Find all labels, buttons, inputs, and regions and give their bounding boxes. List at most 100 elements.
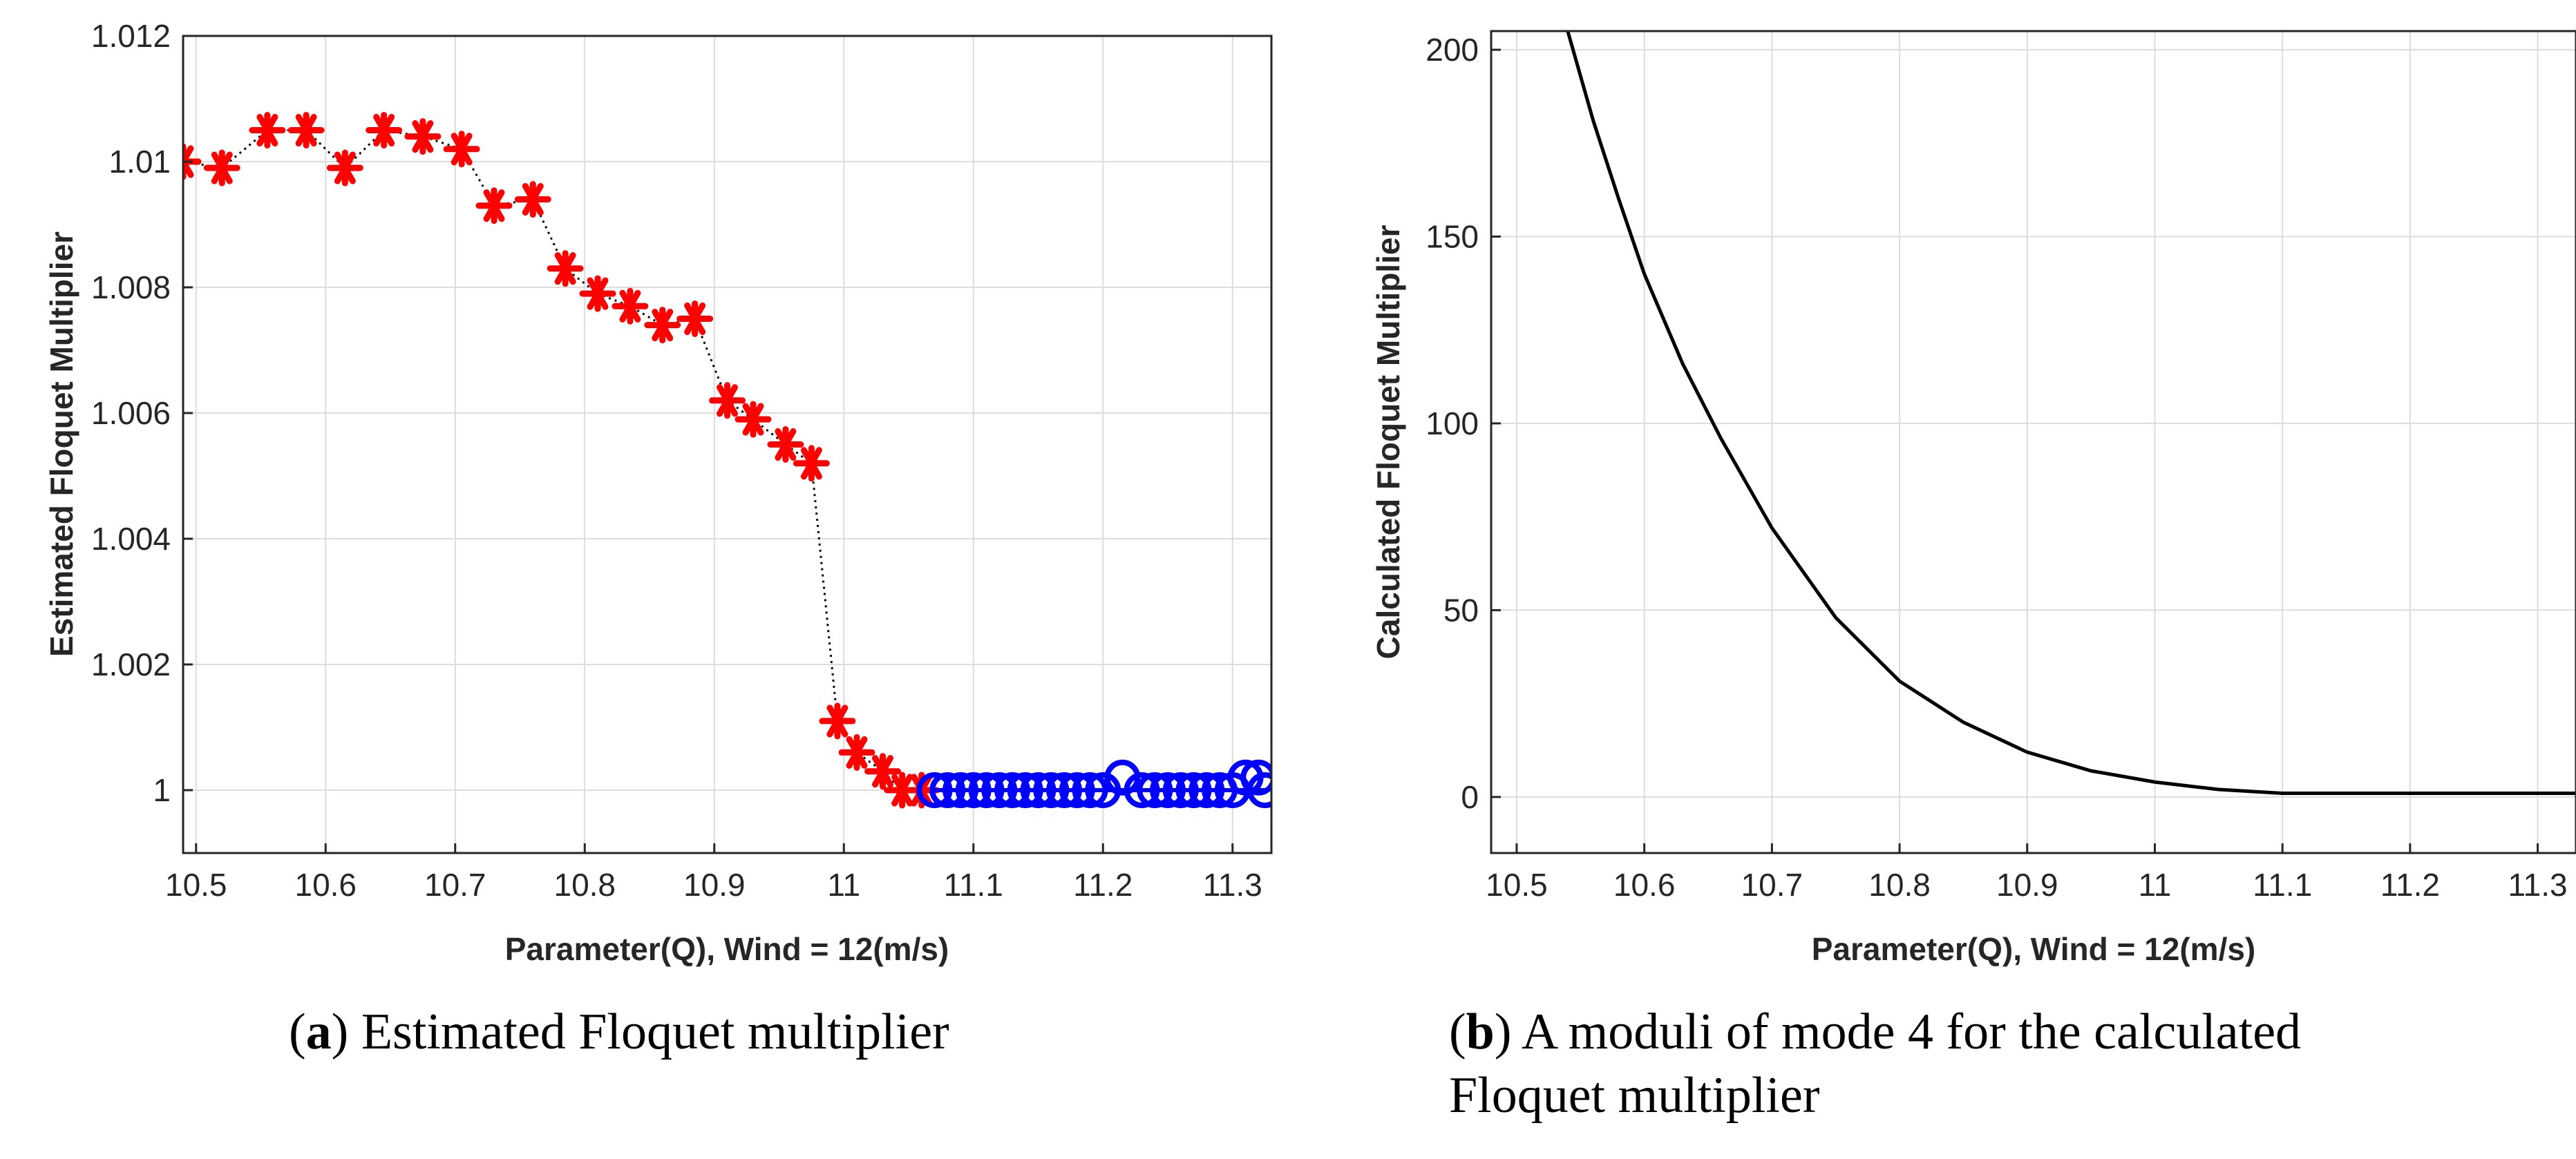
data-point-stable [1162, 772, 1199, 808]
data-point-estimated [864, 753, 901, 790]
plot-a-ytick-label: 1.002 [91, 646, 171, 682]
caption-b-text-line2: Floquet multiplier [1449, 1067, 1820, 1124]
plot-a-xtick-label: 11.1 [944, 867, 1003, 903]
plot-a-xtick-label: 10.6 [294, 867, 357, 903]
caption-b-text-line1: A moduli of mode 4 for the calculated [1521, 1004, 2302, 1060]
plot-a-xtick-label: 10.5 [165, 867, 227, 903]
data-point-stable [968, 772, 1005, 808]
plot-b-ytick-label: 50 [1443, 592, 1479, 628]
data-point-estimated [326, 149, 363, 186]
plot-b-grid [1491, 31, 2576, 853]
plot-a-ytick-label: 1.004 [91, 521, 171, 557]
plot-a-xtick-label: 11.2 [1073, 867, 1133, 903]
plot-b-xtick-label: 10.5 [1486, 867, 1548, 903]
plot-b-ylabel: Calculated Floquet Multiplier [1370, 225, 1406, 660]
data-point-estimated [443, 131, 480, 168]
caption-b: (b) A moduli of mode 4 for the calculate… [1449, 1000, 2301, 1127]
data-point-estimated [547, 250, 584, 287]
data-point-stable [1240, 759, 1271, 796]
plot-a-xtick-label: 10.9 [683, 867, 746, 903]
plot-b-frame [1490, 30, 2576, 854]
data-point-stable [1137, 772, 1173, 808]
data-point-estimated [676, 300, 714, 337]
data-point-estimated [884, 772, 921, 809]
plot-b-xtick-label: 10.8 [1868, 867, 1931, 903]
data-point-estimated [287, 112, 325, 149]
plot-b-area [1491, 31, 2576, 853]
data-point-estimated [767, 426, 804, 463]
data-point-estimated [793, 445, 830, 482]
data-point-estimated [475, 187, 513, 224]
data-point-estimated [514, 181, 551, 218]
plot-b-ytick-label: 150 [1426, 219, 1479, 255]
plot-a-ytick-label: 1.012 [91, 18, 171, 54]
plot-b-xtick-label: 11.1 [2253, 867, 2312, 903]
plot-a-ytick-label: 1 [153, 772, 171, 808]
series-line-mode-4-modulus [1566, 31, 2576, 795]
plot-a-ytick-label: 1.008 [91, 269, 171, 305]
data-point-stable [1007, 772, 1043, 808]
plot-a-ticks: 10.5 10.6 10.7 10.8 10.9 11 11.1 11.2 11.3 1 1.002… [91, 18, 1262, 903]
plot-b-xlabel: Parameter(Q), Wind = 12(m/s) [1812, 931, 2256, 967]
plot-a-xtick-label: 10.8 [553, 867, 616, 903]
caption-b-line1: (b) A moduli of mode 4 for the calculate… [1449, 1004, 2302, 1060]
data-point-estimated [579, 275, 616, 312]
data-point-estimated [366, 112, 403, 149]
plot-b-xtick-label: 10.6 [1613, 867, 1676, 903]
caption-b-letter: b [1466, 1004, 1495, 1060]
data-point-stable [1188, 772, 1225, 808]
data-point-estimated [709, 382, 746, 419]
plot-a-xlabel: Parameter(Q), Wind = 12(m/s) [505, 931, 949, 967]
plot-a-ytick-label: 1.01 [108, 144, 171, 180]
data-point-stable [981, 772, 1018, 808]
plot-b-xtick-label: 10.9 [1996, 867, 2058, 903]
plot-a-area [183, 36, 1271, 853]
asterisk-stroke [183, 145, 194, 168]
plot-a-ytick-label: 1.006 [91, 395, 171, 431]
data-point-estimated [644, 307, 681, 344]
data-point-stable [1072, 772, 1108, 808]
data-point-stable [1175, 772, 1212, 808]
plot-b-xtick-label: 11.3 [2508, 867, 2568, 903]
plot-b-series-group [1566, 31, 2576, 795]
data-point-estimated [203, 149, 240, 186]
plot-b-marks [1566, 31, 2576, 795]
plot-a-frame [182, 35, 1273, 854]
plot-a-ylabel: Estimated Floquet Multiplier [44, 231, 79, 657]
data-point-stable [929, 772, 966, 808]
data-point-estimated [183, 143, 202, 180]
caption-a-letter: a [305, 1004, 332, 1060]
data-point-stable [1046, 772, 1082, 808]
plot-b-ytick-label: 100 [1426, 405, 1479, 441]
data-point-stable [1020, 772, 1057, 808]
data-point-estimated [735, 401, 772, 438]
caption-a-text: Estimated Floquet multiplier [361, 1004, 949, 1060]
plot-a-xtick-label: 11 [827, 867, 860, 903]
asterisk-stroke [183, 155, 194, 178]
data-point-stable [1150, 772, 1186, 808]
data-point-stable [1059, 772, 1095, 808]
data-point-estimated [819, 702, 856, 740]
panel-b-chart: 10.5 10.6 10.7 10.8 10.9 11 11.1 11.2 11.3 0 50 100… [1370, 30, 2576, 967]
plot-a-xtick-label: 10.7 [424, 867, 486, 903]
panel-a-chart: 10.5 10.6 10.7 10.8 10.9 11 11.1 11.2 11.3 1 1.002… [44, 18, 1273, 967]
data-point-estimated [838, 734, 875, 771]
data-point-estimated [404, 118, 442, 155]
plot-b-xtick-label: 11 [2139, 867, 2172, 903]
data-point-estimated [249, 112, 286, 149]
data-point-stable [1033, 772, 1070, 808]
data-point-stable [1247, 772, 1271, 808]
plot-b-xtick-label: 11.2 [2380, 867, 2440, 903]
plot-b-ytick-label: 200 [1426, 32, 1479, 68]
plot-a-series-group [183, 112, 1271, 809]
plot-b-xtick-label: 10.7 [1741, 867, 1803, 903]
data-point-stable [994, 772, 1030, 808]
plot-a-xtick-label: 11.3 [1203, 867, 1262, 903]
caption-a: (a) Estimated Floquet multiplier [289, 1004, 949, 1060]
data-point-estimated [612, 287, 649, 325]
data-point-stable [916, 772, 953, 808]
plot-b-ticks: 10.5 10.6 10.7 10.8 10.9 11 11.1 11.2 11.3 0 50 100… [1426, 32, 2567, 903]
data-point-stable [943, 772, 978, 808]
data-point-stable [955, 772, 992, 808]
data-point-stable [1124, 772, 1160, 808]
